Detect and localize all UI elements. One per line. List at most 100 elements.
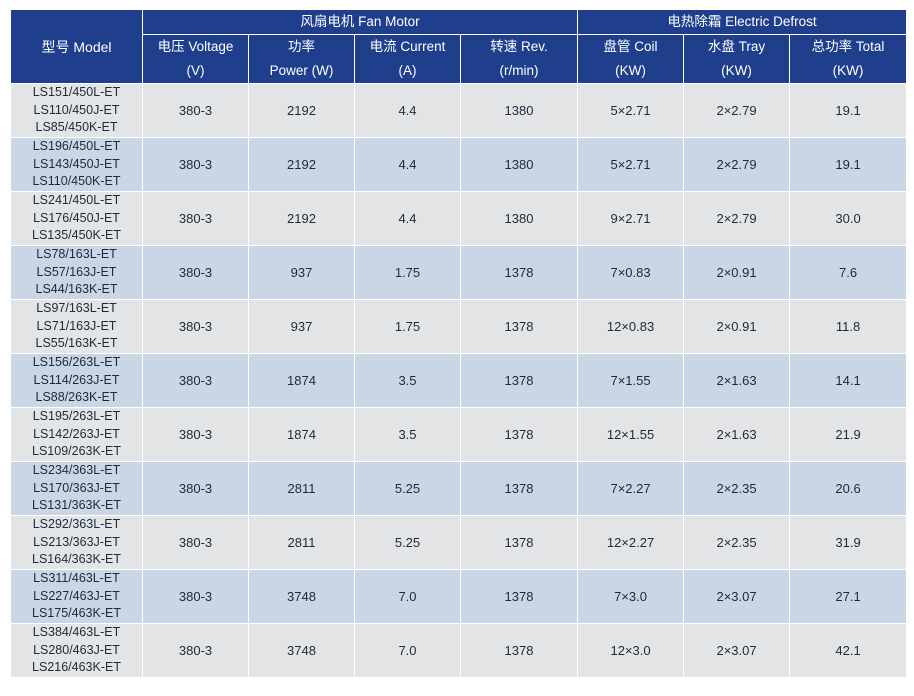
model-name: LS292/363L-ET	[32, 517, 121, 532]
voltage-cell: 380-3	[142, 299, 249, 354]
rev-cell: 1378	[459, 245, 579, 300]
coil-cell: 5×2.71	[577, 83, 685, 138]
model-name: LS57/163J-ET	[36, 264, 117, 279]
tray-cell: 2×2.79	[683, 83, 791, 138]
model-name: LS384/463L-ET	[32, 625, 121, 640]
model-name: LS110/450K-ET	[32, 174, 121, 189]
tray-cell: 2×2.35	[683, 461, 791, 516]
current-cell: 5.25	[354, 515, 461, 570]
tray-header-label: 水盘 Tray	[707, 39, 766, 54]
total-cell: 14.1	[789, 353, 908, 408]
coil-cell: 7×3.0	[577, 569, 685, 624]
table-row: LS151/450L-ET LS110/450J-ET LS85/450K-ET 38…	[10, 83, 908, 138]
total-cell: 19.1	[789, 83, 908, 138]
model-name: LS97/163L-ET	[36, 301, 117, 316]
model-name: LS114/263J-ET	[33, 372, 120, 387]
spec-table: 型号 Model 风扇电机 Fan Motor 电热除霜 Electric De…	[10, 9, 908, 678]
rev-cell: 1378	[459, 515, 579, 570]
model-cell: LS241/450L-ET LS176/450J-ET LS135/450K-ET	[10, 191, 143, 246]
voltage-cell: 380-3	[142, 623, 249, 678]
current-cell: 5.25	[354, 461, 461, 516]
coil-header-label: 盘管 Coil	[603, 39, 658, 54]
voltage-cell: 380-3	[142, 137, 249, 192]
model-name: LS280/463J-ET	[33, 642, 120, 657]
electric-defrost-header: 电热除霜 Electric Defrost	[577, 9, 908, 35]
tray-cell: 2×2.79	[683, 191, 791, 246]
total-cell: 20.6	[789, 461, 908, 516]
voltage-header: 电压 Voltage (V)	[142, 34, 249, 84]
voltage-cell: 380-3	[142, 461, 249, 516]
coil-header-unit: (KW)	[615, 63, 646, 78]
table-header: 型号 Model 风扇电机 Fan Motor 电热除霜 Electric De…	[10, 9, 908, 84]
model-name: LS85/450K-ET	[35, 120, 118, 135]
current-cell: 4.4	[354, 191, 461, 246]
current-cell: 4.4	[354, 83, 461, 138]
model-cell: LS97/163L-ET LS71/163J-ET LS55/163K-ET	[10, 299, 143, 354]
tray-header: 水盘 Tray (KW)	[683, 34, 791, 84]
coil-cell: 7×2.27	[577, 461, 685, 516]
table-row: LS241/450L-ET LS176/450J-ET LS135/450K-ET 3…	[10, 191, 908, 246]
current-cell: 7.0	[354, 623, 461, 678]
current-cell: 3.5	[354, 407, 461, 462]
model-name: LS88/263K-ET	[35, 390, 118, 405]
power-cell: 3748	[248, 623, 355, 678]
power-cell: 2811	[248, 515, 355, 570]
voltage-cell: 380-3	[142, 83, 249, 138]
coil-cell: 12×1.55	[577, 407, 685, 462]
power-cell: 1874	[248, 407, 355, 462]
model-name: LS195/263L-ET	[32, 409, 121, 424]
rev-cell: 1380	[459, 191, 579, 246]
total-header-label: 总功率 Total	[811, 39, 885, 54]
voltage-cell: 380-3	[142, 407, 249, 462]
model-name: LS227/463J-ET	[33, 588, 120, 603]
rev-cell: 1378	[459, 623, 579, 678]
table-row: LS311/463L-ET LS227/463J-ET LS175/463K-ET 3…	[10, 569, 908, 624]
coil-cell: 5×2.71	[577, 137, 685, 192]
coil-cell: 7×1.55	[577, 353, 685, 408]
model-name: LS164/363K-ET	[32, 552, 121, 567]
model-name: LS55/163K-ET	[35, 336, 118, 351]
total-cell: 11.8	[789, 299, 908, 354]
table-row: LS97/163L-ET LS71/163J-ET LS55/163K-ET 380-…	[10, 299, 908, 354]
rev-cell: 1378	[459, 299, 579, 354]
table-body: LS151/450L-ET LS110/450J-ET LS85/450K-ET 38…	[10, 83, 908, 678]
current-cell: 7.0	[354, 569, 461, 624]
table-row: LS78/163L-ET LS57/163J-ET LS44/163K-ET 380-…	[10, 245, 908, 300]
rev-header: 转速 Rev. (r/min)	[459, 34, 579, 84]
coil-cell: 12×0.83	[577, 299, 685, 354]
power-cell: 1874	[248, 353, 355, 408]
total-header: 总功率 Total (KW)	[789, 34, 908, 84]
fan-motor-header: 风扇电机 Fan Motor	[141, 9, 579, 35]
rev-cell: 1380	[459, 137, 579, 192]
rev-header-label: 转速 Rev.	[490, 39, 548, 54]
current-cell: 1.75	[354, 245, 461, 300]
total-cell: 27.1	[789, 569, 908, 624]
model-name: LS78/163L-ET	[36, 247, 117, 262]
rev-cell: 1378	[459, 407, 579, 462]
model-cell: LS156/263L-ET LS114/263J-ET LS88/263K-ET	[10, 353, 143, 408]
total-cell: 31.9	[789, 515, 908, 570]
total-header-unit: (KW)	[832, 63, 864, 78]
table-row: LS234/363L-ET LS170/363J-ET LS131/363K-ET 3…	[10, 461, 908, 516]
table-row: LS156/263L-ET LS114/263J-ET LS88/263K-ET 38…	[10, 353, 908, 408]
power-header-unit: Power (W)	[269, 63, 334, 78]
model-name: LS131/363K-ET	[32, 498, 121, 513]
coil-cell: 12×2.27	[577, 515, 685, 570]
model-cell: LS311/463L-ET LS227/463J-ET LS175/463K-ET	[10, 569, 143, 624]
total-cell: 30.0	[789, 191, 908, 246]
coil-cell: 9×2.71	[577, 191, 685, 246]
coil-cell: 7×0.83	[577, 245, 685, 300]
current-cell: 1.75	[354, 299, 461, 354]
current-header: 电流 Current (A)	[354, 34, 461, 84]
model-name: LS170/363J-ET	[33, 480, 120, 495]
tray-header-unit: (KW)	[721, 63, 752, 78]
power-cell: 2811	[248, 461, 355, 516]
model-name: LS234/363L-ET	[32, 463, 121, 478]
voltage-cell: 380-3	[142, 245, 249, 300]
voltage-header-label: 电压 Voltage	[157, 39, 234, 54]
power-cell: 937	[248, 245, 355, 300]
rev-cell: 1380	[459, 83, 579, 138]
power-cell: 3748	[248, 569, 355, 624]
rev-header-unit: (r/min)	[499, 63, 539, 78]
model-name: LS175/463K-ET	[32, 606, 121, 621]
